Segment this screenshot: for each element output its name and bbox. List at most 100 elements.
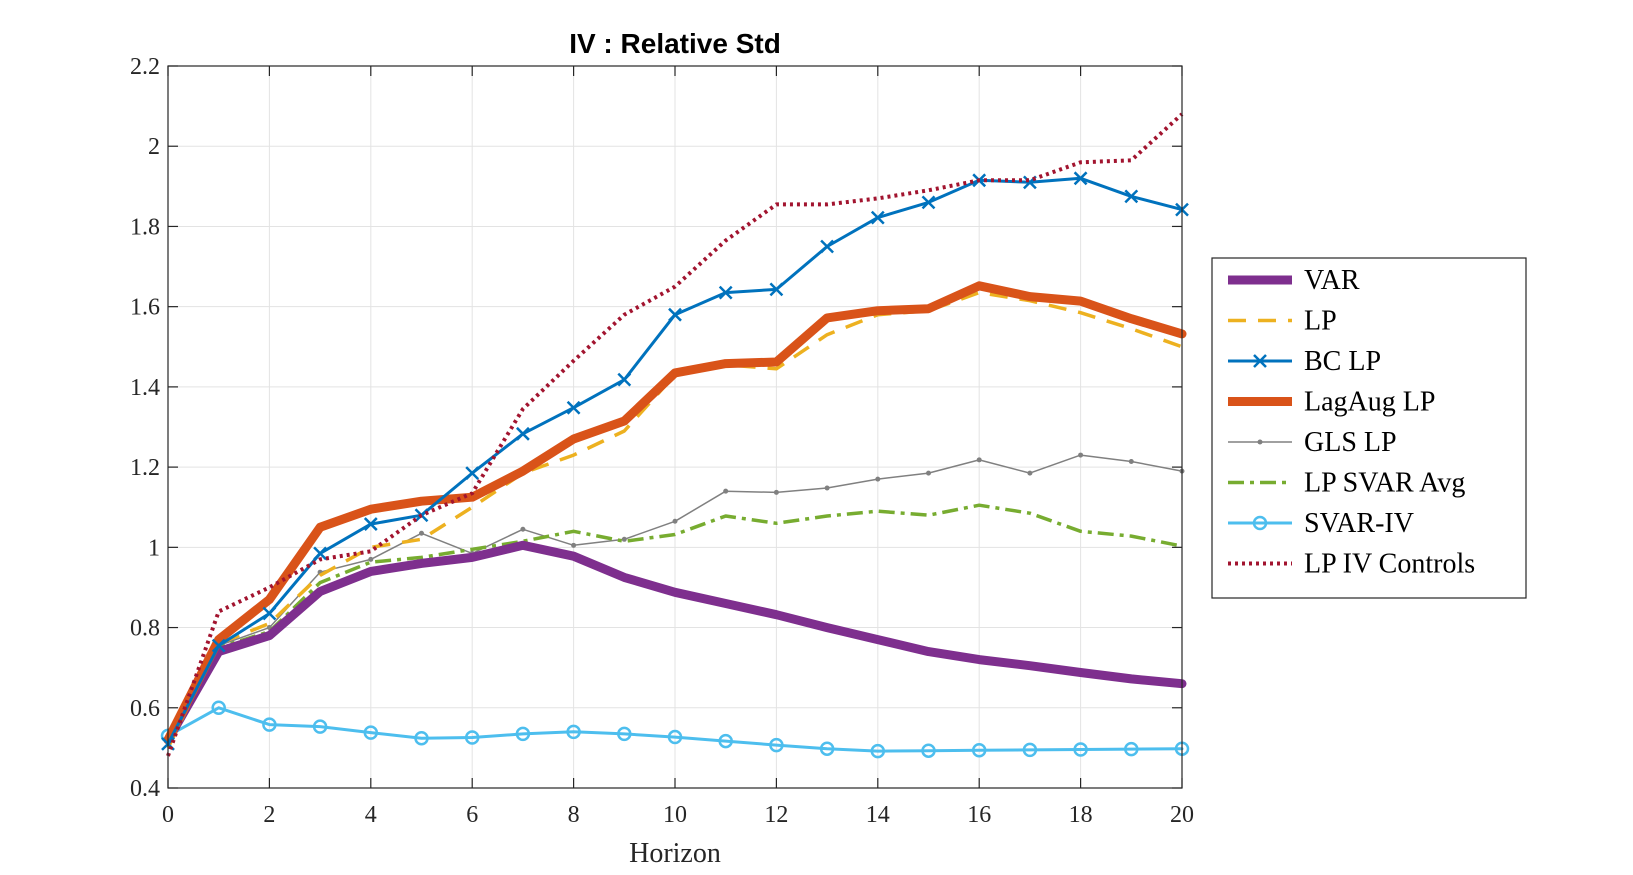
legend-label: SVAR-IV <box>1304 508 1414 539</box>
data-point-gls-lp <box>976 457 982 463</box>
x-tick-label: 20 <box>1170 802 1194 828</box>
chart-title: IV : Relative Std <box>569 28 781 59</box>
legend-label: LagAug LP <box>1304 387 1435 418</box>
data-point-svar-iv <box>819 741 835 756</box>
series-line-lagaug-lp <box>163 281 1187 745</box>
axis-ticks: 0 2 4 6 8 10 12 14 16 18 20 0.4 0.6 0.8 1 1.2 1.4 1.6 1.8 2… <box>130 54 1194 828</box>
data-point-bc-lp <box>820 239 834 254</box>
legend-label: LP <box>1304 306 1337 337</box>
legend-item-svar-iv: SVAR-IV <box>1228 508 1414 539</box>
legend-item-bc-lp: BC LP <box>1228 346 1381 377</box>
y-tick-label: 0.8 <box>130 616 160 642</box>
x-tick-label: 0 <box>162 802 174 828</box>
x-tick-label: 4 <box>365 802 377 828</box>
data-point-svar-iv <box>262 717 277 732</box>
data-point-gls-lp <box>723 488 729 494</box>
data-point-bc-lp <box>668 307 682 322</box>
data-point-svar-iv <box>1124 741 1139 757</box>
data-point-svar-iv <box>617 726 632 742</box>
data-point-svar-iv <box>971 743 987 758</box>
data-point-bc-lp <box>769 282 784 297</box>
legend-marker <box>1257 439 1263 445</box>
legend-label: VAR <box>1304 265 1360 296</box>
legend-item-lp-svar-avg: LP SVAR Avg <box>1228 468 1465 499</box>
y-tick-label: 1.8 <box>130 214 160 240</box>
legend-item-gls-lp: GLS LP <box>1228 427 1397 458</box>
data-point-gls-lp <box>419 530 424 536</box>
legend-marker <box>1253 354 1267 368</box>
x-tick-label: 8 <box>568 802 580 828</box>
legend-item-lp: LP <box>1228 306 1337 337</box>
x-axis-label: Horizon <box>629 838 721 869</box>
x-tick-label: 14 <box>866 802 890 828</box>
data-point-svar-iv <box>718 733 733 749</box>
data-point-bc-lp <box>1124 189 1139 204</box>
data-point-svar-iv <box>363 725 379 740</box>
data-point-bc-lp <box>617 372 632 387</box>
series-line-var <box>163 540 1187 745</box>
data-point-bc-lp <box>921 195 936 210</box>
data-point-gls-lp <box>621 536 627 542</box>
data-point-gls-lp <box>520 526 526 532</box>
legend-item-var: VAR <box>1228 265 1360 296</box>
data-point-bc-lp <box>211 638 226 653</box>
data-point-svar-iv <box>312 719 328 734</box>
x-tick-label: 12 <box>764 802 788 828</box>
legend-item-lp-iv-controls: LP IV Controls <box>1228 549 1475 580</box>
data-point-bc-lp <box>262 606 277 621</box>
data-point-gls-lp <box>875 476 881 482</box>
legend-box <box>1211 257 1527 599</box>
data-point-gls-lp <box>571 542 577 548</box>
y-tick-label: 1 <box>148 535 160 561</box>
legend-label: BC LP <box>1304 346 1381 377</box>
x-tick-label: 10 <box>663 802 687 828</box>
data-point-bc-lp <box>1073 171 1088 186</box>
data-point-bc-lp <box>313 546 327 561</box>
data-point-svar-iv <box>667 729 683 745</box>
data-point-gls-lp <box>1128 458 1134 464</box>
legend-marker <box>1252 515 1268 531</box>
y-tick-label: 1.6 <box>130 295 160 321</box>
x-tick-label: 2 <box>263 802 275 828</box>
data-point-bc-lp <box>363 517 378 531</box>
data-point-svar-iv <box>414 731 429 746</box>
series-lagaug-lp <box>163 281 1187 745</box>
series-var <box>163 540 1187 745</box>
data-point-gls-lp <box>368 556 374 562</box>
x-tick-label: 18 <box>1069 802 1093 828</box>
data-point-bc-lp <box>516 426 530 441</box>
data-point-svar-iv <box>566 724 581 740</box>
series-line-lp-svar-avg <box>166 503 1183 741</box>
data-point-svar-iv <box>769 737 784 753</box>
data-point-gls-lp <box>672 518 678 524</box>
grid-lines <box>167 65 1183 789</box>
data-point-svar-iv <box>870 743 886 759</box>
y-tick-label: 2 <box>148 134 160 160</box>
data-point-svar-iv <box>515 726 531 742</box>
series-lp-svar-avg <box>166 503 1183 741</box>
data-point-gls-lp <box>1078 452 1084 458</box>
legend-item-lagaug-lp: LagAug LP <box>1228 387 1435 418</box>
data-point-svar-iv <box>1073 742 1088 757</box>
x-tick-label: 6 <box>466 802 478 828</box>
legend-label: LP IV Controls <box>1304 549 1475 580</box>
y-tick-label: 1.2 <box>130 455 160 481</box>
series-lp-iv-controls <box>166 112 1184 757</box>
series-line-lp-iv-controls <box>166 112 1184 757</box>
legend-label: LP SVAR Avg <box>1304 468 1465 499</box>
data-point-svar-iv <box>921 743 936 758</box>
data-point-gls-lp <box>1027 470 1033 476</box>
data-point-gls-lp <box>926 470 931 476</box>
legend: VAR LP BC LP LagAug LP GLS LP LP SVAR Avg SVAR… <box>1211 257 1527 599</box>
plot-series <box>160 112 1190 759</box>
y-tick-label: 0.6 <box>130 696 160 722</box>
y-tick-label: 1.4 <box>130 375 160 401</box>
y-tick-label: 2.2 <box>130 54 160 80</box>
data-point-gls-lp <box>824 485 830 491</box>
data-point-bc-lp <box>718 285 733 300</box>
y-tick-label: 0.4 <box>130 776 160 802</box>
legend-label: GLS LP <box>1304 427 1397 458</box>
series-line-svar-iv <box>166 706 1184 753</box>
x-tick-label: 16 <box>967 802 991 828</box>
